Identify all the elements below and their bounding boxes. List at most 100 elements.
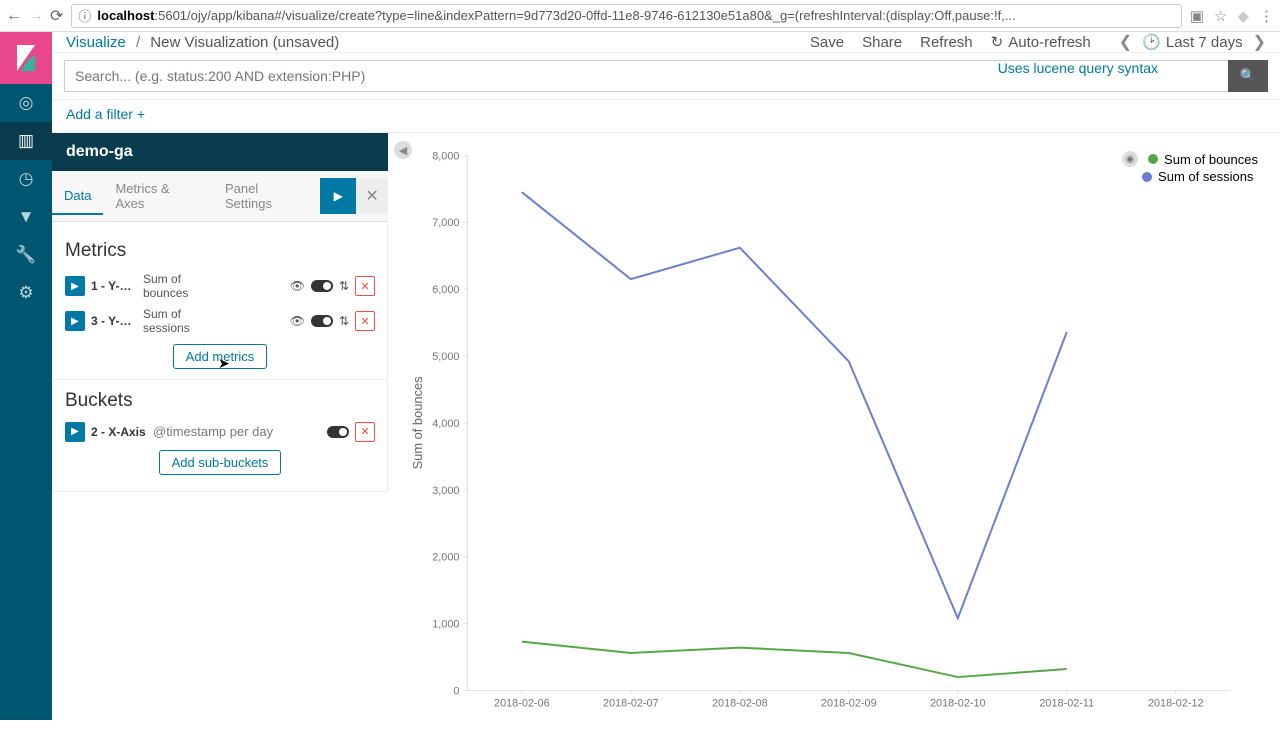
- panel-body: Metrics ▶ 1 - Y-A... Sum of bounces 👁 ⇅ …: [52, 222, 388, 492]
- workspace: demo-ga Data Metrics & Axes Panel Settin…: [52, 133, 1280, 743]
- time-range[interactable]: 🕑 Last 7 days: [1142, 33, 1242, 51]
- kibana-logo[interactable]: [0, 32, 52, 84]
- svg-text:2018-02-10: 2018-02-10: [930, 697, 986, 709]
- share-button[interactable]: Share: [862, 34, 902, 51]
- wrench-icon: 🔧: [15, 245, 36, 265]
- apply-button[interactable]: ▶: [320, 178, 356, 214]
- url-bar[interactable]: ⓘ localhost :5601/ojy/app/kibana#/visual…: [71, 4, 1181, 28]
- chart-area: ◀ ◉ Sum of bounces Sum of sessions 0 1,00…: [388, 133, 1280, 743]
- breadcrumb-visualize[interactable]: Visualize: [66, 34, 126, 51]
- expand-toggle[interactable]: ▶: [65, 422, 85, 442]
- svg-text:7,000: 7,000: [432, 217, 459, 229]
- line-chart: 01,0002,0003,0004,0005,0006,0007,0008,00…: [398, 143, 1260, 733]
- svg-text:Sum of bounces: Sum of bounces: [410, 376, 425, 469]
- nav-devtools[interactable]: 🔧: [0, 236, 52, 274]
- bucket-desc: @timestamp per day: [153, 424, 273, 439]
- tab-metrics-axes[interactable]: Metrics & Axes: [103, 171, 213, 221]
- menu-icon[interactable]: ⋮: [1259, 7, 1274, 25]
- drag-icon[interactable]: ⇅: [339, 314, 349, 328]
- clock-icon: 🕑: [1142, 33, 1161, 51]
- tab-panel-settings[interactable]: Panel Settings: [213, 171, 320, 221]
- svg-text:2018-02-09: 2018-02-09: [821, 697, 877, 709]
- hide-icon[interactable]: 👁: [290, 314, 305, 328]
- top-bar: Visualize / New Visualization (unsaved) …: [52, 32, 1280, 53]
- metric-row: ▶ 1 - Y-A... Sum of bounces 👁 ⇅ ✕: [65, 272, 375, 301]
- time-prev[interactable]: ❮: [1119, 32, 1132, 52]
- nav-visualize[interactable]: ▥: [0, 122, 52, 160]
- search-icon: 🔍: [1240, 68, 1257, 84]
- gear-icon: ⚙: [18, 283, 33, 303]
- bucket-row: ▶ 2 - X-Axis @timestamp per day ✕: [65, 422, 375, 442]
- drag-icon[interactable]: ⇅: [339, 279, 349, 293]
- svg-text:0: 0: [453, 685, 459, 697]
- legend-label: Sum of sessions: [1158, 169, 1253, 184]
- play-icon: ▶: [334, 189, 343, 203]
- toggle-icon[interactable]: [327, 426, 349, 438]
- metric-id: 1 - Y-A...: [91, 279, 137, 293]
- discard-button[interactable]: ✕: [356, 178, 388, 214]
- nav-discover[interactable]: ◎: [0, 84, 52, 122]
- nav-timelion[interactable]: ▼: [0, 198, 52, 236]
- hide-icon[interactable]: 👁: [290, 279, 305, 293]
- metrics-section-title: Metrics: [65, 240, 375, 262]
- metric-controls: 👁 ⇅ ✕: [290, 276, 375, 296]
- delete-bucket-button[interactable]: ✕: [355, 422, 375, 442]
- url-path: :5601/ojy/app/kibana#/visualize/create?t…: [155, 8, 1016, 23]
- breadcrumb: Visualize / New Visualization (unsaved): [66, 34, 339, 51]
- toggle-icon[interactable]: [311, 280, 333, 292]
- toggle-icon[interactable]: [311, 315, 333, 327]
- gauge-icon: ◷: [19, 169, 34, 189]
- add-metrics-button[interactable]: Add metrics: [173, 344, 268, 369]
- refresh-button[interactable]: Refresh: [920, 34, 973, 51]
- delete-metric-button[interactable]: ✕: [355, 311, 375, 331]
- tab-data[interactable]: Data: [52, 178, 103, 215]
- legend-label: Sum of bounces: [1164, 152, 1258, 167]
- legend-item[interactable]: Sum of sessions: [1122, 169, 1258, 184]
- legend-item[interactable]: ◉ Sum of bounces: [1122, 151, 1258, 167]
- plus-icon: +: [137, 106, 145, 122]
- svg-text:8,000: 8,000: [432, 150, 459, 162]
- delete-metric-button[interactable]: ✕: [355, 276, 375, 296]
- svg-text:3,000: 3,000: [432, 485, 459, 497]
- reload-button[interactable]: ⟳: [50, 6, 63, 26]
- save-button[interactable]: Save: [810, 34, 844, 51]
- compass-icon: ◎: [19, 93, 34, 113]
- filter-row: Add a filter +: [52, 100, 1280, 133]
- browser-bar: ← → ⟳ ⓘ localhost :5601/ojy/app/kibana#/…: [0, 0, 1280, 32]
- back-button[interactable]: ←: [6, 7, 22, 25]
- top-actions: Save Share Refresh ↻ Auto-refresh ❮ 🕑 La…: [810, 32, 1266, 52]
- close-icon: ✕: [365, 186, 378, 206]
- svg-text:2018-02-08: 2018-02-08: [712, 697, 768, 709]
- buckets-section-title: Buckets: [65, 390, 375, 412]
- star-icon[interactable]: ☆: [1214, 7, 1227, 25]
- search-input[interactable]: [64, 60, 1228, 92]
- svg-text:1,000: 1,000: [432, 619, 459, 631]
- shield-icon: ▼: [18, 207, 35, 227]
- breadcrumb-current: New Visualization (unsaved): [150, 34, 339, 51]
- expand-toggle[interactable]: ▶: [65, 311, 85, 331]
- time-next[interactable]: ❯: [1253, 32, 1266, 52]
- legend: ◉ Sum of bounces Sum of sessions: [1122, 151, 1258, 186]
- time-picker: ❮ 🕑 Last 7 days ❯: [1119, 32, 1266, 52]
- index-pattern-header: demo-ga: [52, 133, 388, 171]
- metric-controls: 👁 ⇅ ✕: [290, 311, 375, 331]
- info-icon: ⓘ: [78, 6, 91, 25]
- nav-dashboard[interactable]: ◷: [0, 160, 52, 198]
- metric-desc: Sum of sessions: [143, 307, 203, 336]
- metric-id: 3 - Y-A...: [91, 314, 137, 328]
- panel-tabs: Data Metrics & Axes Panel Settings ▶ ✕: [52, 171, 388, 222]
- extension-icon[interactable]: ◆: [1237, 7, 1249, 25]
- legend-dot: [1142, 172, 1152, 182]
- expand-toggle[interactable]: ▶: [65, 276, 85, 296]
- search-button[interactable]: 🔍: [1228, 60, 1268, 92]
- bucket-controls: ✕: [327, 422, 375, 442]
- add-sub-buckets-button[interactable]: Add sub-buckets: [159, 450, 282, 475]
- collapse-panel-button[interactable]: ◀: [394, 141, 412, 159]
- divider: [53, 379, 387, 380]
- auto-refresh-button[interactable]: ↻ Auto-refresh: [991, 33, 1091, 51]
- cast-icon[interactable]: ▣: [1190, 7, 1204, 25]
- forward-button[interactable]: →: [28, 7, 44, 25]
- nav-management[interactable]: ⚙: [0, 274, 52, 312]
- add-filter-link[interactable]: Add a filter +: [66, 106, 145, 122]
- metric-desc: Sum of bounces: [143, 272, 203, 301]
